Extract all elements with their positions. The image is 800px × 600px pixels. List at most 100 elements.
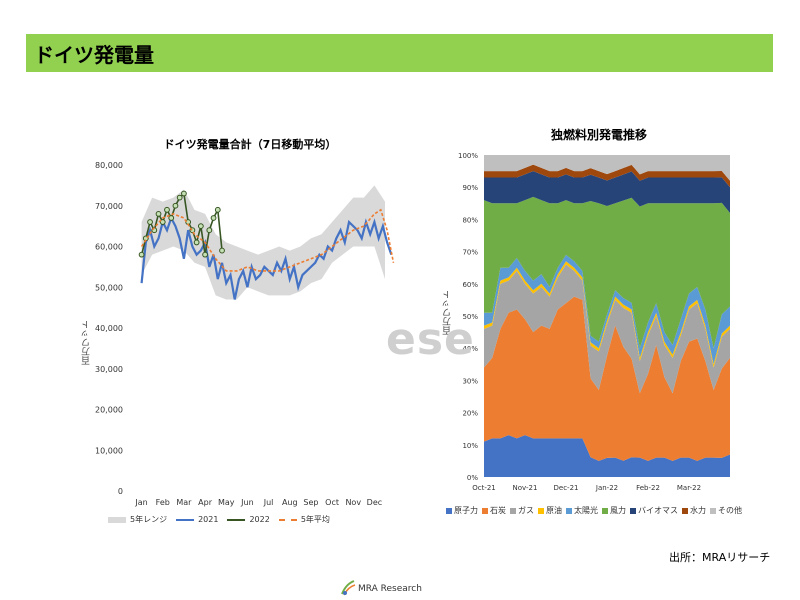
- right-y-tick-label: 10%: [462, 442, 478, 450]
- legend-swatch: [510, 507, 516, 514]
- right-y-tick-label: 90%: [462, 184, 478, 192]
- left-series-point: [210, 215, 217, 221]
- right-area-band: [484, 254, 730, 365]
- left-y-tick-label: 0: [118, 487, 123, 496]
- legend-item: 2021: [176, 515, 218, 524]
- legend-item: 風力: [602, 505, 626, 516]
- left-series-point: [138, 251, 145, 258]
- right-x-tick-label: Nov-21: [513, 484, 538, 492]
- legend-label: 水力: [690, 506, 706, 515]
- right-x-tick-label: Oct-21: [472, 484, 496, 492]
- right-legend: 原子力 石炭 ガス 原油 太陽光 風力 バイオマス 水力 その他: [446, 505, 746, 516]
- left-y-tick-label: 10,000: [95, 446, 123, 455]
- legend-swatch: [682, 507, 688, 514]
- left-series-point: [172, 202, 179, 209]
- left-series-point: [147, 219, 153, 225]
- legend-item: 水力: [682, 505, 706, 516]
- right-area-band: [484, 171, 730, 213]
- right-area-band: [484, 435, 730, 477]
- legend-label: バイオマス: [638, 506, 678, 515]
- legend-label: 2022: [249, 515, 270, 524]
- left-y-tick-label: 80,000: [95, 161, 123, 170]
- left-x-tick-label: Mar: [176, 498, 192, 507]
- legend-item: 5年平均: [278, 514, 330, 525]
- right-area-band: [484, 155, 730, 181]
- legend-item: その他: [710, 505, 742, 516]
- left-series-point: [181, 190, 187, 197]
- left-x-tick-label: Jul: [263, 498, 274, 507]
- left-range-band: [141, 185, 385, 300]
- right-area-band: [484, 296, 730, 461]
- legend-label: 5年平均: [300, 515, 330, 524]
- watermark-text: ese: [386, 314, 475, 365]
- legend-label: 原油: [546, 506, 562, 515]
- legend-item: バイオマス: [630, 505, 678, 516]
- left-series-point: [164, 206, 170, 213]
- left-y-tick-label: 30,000: [95, 365, 123, 374]
- left-series-point: [155, 211, 162, 217]
- legend-item: ガス: [510, 505, 534, 516]
- right-y-tick-label: 30%: [462, 377, 478, 385]
- right-y-tick-label: 70%: [462, 249, 478, 257]
- legend-swatch: [710, 507, 716, 514]
- legend-label: 原子力: [454, 506, 478, 515]
- left-series-point: [197, 223, 204, 230]
- left-series-line: [140, 215, 393, 300]
- legend-swatch: [446, 507, 452, 514]
- left-y-tick-label: 70,000: [95, 202, 123, 211]
- left-x-tick-label: Sep: [303, 498, 318, 507]
- left-x-tick-label: Dec: [367, 498, 382, 507]
- right-y-tick-label: 60%: [462, 281, 478, 289]
- mra-logo-icon: [341, 580, 356, 596]
- right-y-tick-label: 20%: [462, 410, 478, 418]
- legend-item: 5年レンジ: [108, 514, 167, 525]
- legend-swatch: [482, 507, 488, 514]
- right-x-tick-label: Dec-21: [554, 484, 579, 492]
- left-series-point: [168, 215, 175, 221]
- legend-item: 原油: [538, 505, 562, 516]
- legend-label: 5年レンジ: [130, 515, 168, 524]
- legend-item: 2022: [227, 515, 270, 524]
- right-y-tick-label: 0%: [467, 474, 478, 482]
- legend-label: 太陽光: [574, 506, 598, 515]
- right-y-tick-label: 100%: [458, 152, 478, 160]
- header-banner: ドイツ発電量: [26, 34, 773, 72]
- left-x-tick-label: Jun: [240, 498, 254, 507]
- right-area-band: [484, 196, 730, 349]
- left-y-tick-label: 40,000: [95, 324, 123, 333]
- legend-label: 2021: [198, 515, 219, 524]
- left-y-tick-label: 50,000: [95, 283, 123, 292]
- left-series-point: [214, 206, 221, 213]
- right-x-tick-label: Feb-22: [636, 484, 660, 492]
- legend-label: 風力: [610, 506, 626, 515]
- legend-swatch: [278, 518, 297, 521]
- left-series-point: [219, 247, 225, 254]
- left-series-point: [159, 219, 166, 225]
- right-chart-title: 独燃料別発電推移: [550, 128, 647, 142]
- left-x-tick-label: Aug: [282, 498, 298, 507]
- left-series-line: [140, 208, 395, 272]
- right-y-tick-label: 50%: [462, 313, 478, 321]
- left-x-tick-label: Feb: [156, 498, 170, 507]
- left-chart-title: ドイツ発電量合計（7日移動平均）: [163, 138, 337, 151]
- legend-item: 太陽光: [566, 505, 598, 516]
- right-area-band: [484, 264, 730, 394]
- right-y-tick-label: 40%: [462, 345, 478, 353]
- right-area-band: [484, 164, 730, 188]
- mra-logo-text: MRA Research: [358, 584, 422, 594]
- legend-label: ガス: [518, 506, 534, 515]
- left-x-tick-label: Apr: [198, 498, 213, 507]
- legend-swatch: [630, 507, 636, 514]
- right-y-tick-label: 80%: [462, 216, 478, 224]
- legend-swatch: [227, 518, 246, 521]
- left-y-tick-label: 20,000: [95, 406, 123, 415]
- left-x-tick-label: Nov: [345, 498, 361, 507]
- left-x-tick-label: Jan: [134, 498, 147, 507]
- left-x-tick-label: May: [218, 498, 235, 507]
- left-series-point: [176, 194, 183, 201]
- source-note: 出所：MRAリサーチ: [669, 551, 771, 564]
- left-y-tick-label: 60,000: [95, 243, 123, 252]
- legend-swatch: [108, 516, 126, 523]
- right-x-tick-label: Jan-22: [595, 484, 618, 492]
